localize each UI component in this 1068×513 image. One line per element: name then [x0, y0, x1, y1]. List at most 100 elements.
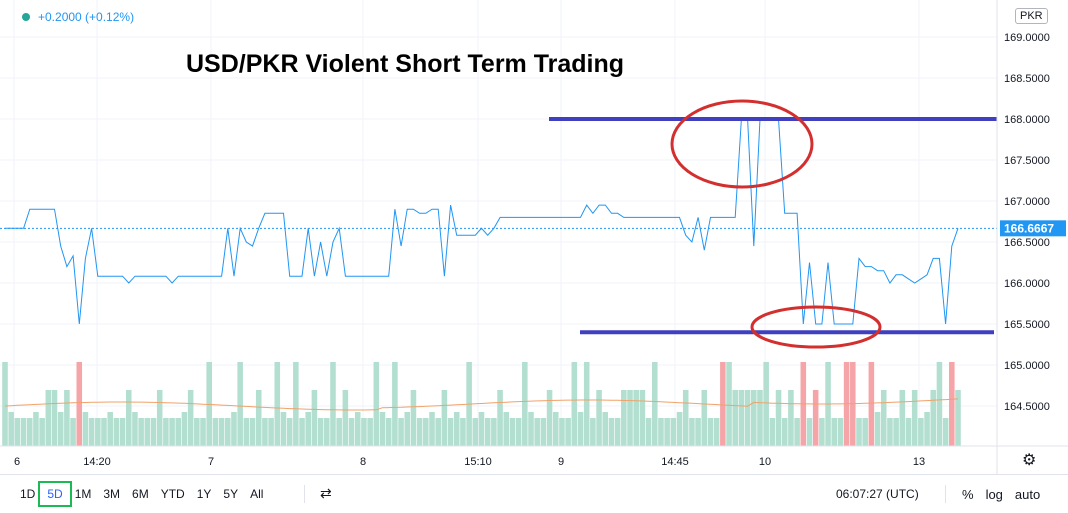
volume-bar	[930, 390, 937, 446]
volume-bar	[812, 390, 819, 446]
volume-bar	[874, 412, 881, 446]
volume-bar	[577, 412, 584, 446]
last-price-value: 166.6667	[1004, 221, 1054, 235]
range-all[interactable]: All	[250, 487, 264, 501]
time-axis[interactable]: 6 14:20 7 8 15:10 9 14:45 10 13	[14, 456, 925, 468]
x-tick-label: 15:10	[464, 456, 492, 468]
currency-label[interactable]: PKR	[1015, 8, 1048, 24]
volume-bar	[14, 418, 21, 446]
volume-bar	[726, 362, 732, 446]
volume-bar	[107, 412, 113, 446]
x-tick-label: 9	[558, 456, 564, 468]
volume-bar	[757, 390, 763, 446]
range-ytd[interactable]: YTD	[160, 487, 185, 501]
volume-bar	[435, 418, 441, 446]
volume-bar	[181, 412, 188, 446]
volume-bar	[367, 418, 373, 446]
volume-bar	[64, 390, 70, 446]
volume-bar	[392, 362, 398, 446]
volume-bar	[348, 418, 355, 446]
volume-bar	[942, 418, 949, 446]
volume-bar	[175, 418, 182, 446]
status-dot-icon	[22, 13, 30, 21]
chart-title: USD/PKR Violent Short Term Trading	[186, 50, 625, 78]
volume-bar	[552, 412, 559, 446]
volume-bar	[354, 412, 361, 446]
volume-bar	[478, 412, 485, 446]
auto-scale-button[interactable]: auto	[1014, 486, 1041, 502]
volume-bar	[194, 418, 200, 446]
volume-bar	[491, 418, 497, 446]
volume-bar	[132, 412, 138, 446]
x-tick-label: 10	[759, 456, 771, 468]
volume-bar	[497, 390, 503, 446]
volume-bar	[924, 412, 930, 446]
volume-bar	[763, 362, 769, 446]
volume-bar	[899, 390, 906, 446]
volume-bar	[45, 390, 52, 446]
clock[interactable]: 06:07:27 (UTC)	[836, 487, 919, 501]
range-5y[interactable]: 5Y	[223, 487, 239, 501]
volume-bar	[20, 418, 27, 446]
percent-scale-button[interactable]: %	[962, 486, 974, 502]
volume-bar	[880, 390, 887, 446]
range-5d[interactable]: 5D	[38, 481, 72, 507]
volume-bar	[614, 418, 621, 446]
gear-icon[interactable]: ⚙	[1022, 452, 1037, 469]
volume-bar	[39, 418, 45, 446]
volume-bar	[453, 412, 460, 446]
volume-bar	[788, 390, 794, 446]
volume-bar	[676, 412, 683, 446]
volume-bar	[57, 412, 64, 446]
volume-bar	[751, 390, 757, 446]
volume-bar	[225, 418, 231, 446]
scale-options: % log auto	[958, 475, 1044, 513]
range-1y[interactable]: 1Y	[196, 487, 212, 501]
volume-bar	[509, 418, 516, 446]
volume-bar	[682, 390, 689, 446]
volume-bar	[336, 418, 342, 446]
volume-bar	[472, 418, 479, 446]
volume-bar	[806, 418, 813, 446]
volume-moving-average-line	[4, 398, 959, 411]
range-1m[interactable]: 1M	[74, 487, 92, 501]
volume-bar	[911, 390, 918, 446]
volume-bar	[701, 390, 708, 446]
volume-bar	[200, 418, 206, 446]
log-scale-button[interactable]: log	[985, 486, 1003, 502]
volume-bar	[732, 390, 738, 446]
volume-bar	[707, 418, 714, 446]
volume-bar	[76, 362, 83, 446]
date-range-icon[interactable]: ⇄	[320, 485, 332, 501]
volume-bar	[274, 362, 281, 446]
bottom-toolbar: 1D 5D 1M 3M 6M YTD 1Y 5Y All ⇄ 06:07:27 …	[0, 474, 1068, 513]
volume-bar	[583, 362, 590, 446]
volume-bar	[150, 418, 157, 446]
volume-bar	[156, 390, 163, 446]
volume-bar	[645, 418, 652, 446]
volume-bar	[769, 418, 776, 446]
volume-bar	[639, 390, 646, 446]
y-tick-label: 169.0000	[1004, 32, 1050, 44]
x-tick-label: 13	[913, 456, 925, 468]
last-price-label: 166.6667	[1000, 220, 1066, 237]
range-1d[interactable]: 1D	[20, 487, 36, 501]
volume-bar	[330, 362, 336, 446]
volume-bar	[571, 362, 578, 446]
volume-bar	[268, 418, 274, 446]
volume-bar	[144, 418, 151, 446]
volume-bar	[305, 412, 312, 446]
price-chart[interactable]: 169.0000 168.5000 168.0000 167.5000 167.0000…	[0, 0, 1068, 474]
volume-bar	[342, 390, 349, 446]
range-3m[interactable]: 3M	[103, 487, 121, 501]
volume-bar	[689, 418, 695, 446]
y-tick-label: 166.0000	[1004, 278, 1050, 290]
volume-bar	[918, 418, 924, 446]
price-axis[interactable]: 169.0000 168.5000 168.0000 167.5000 167.0000…	[1004, 32, 1050, 413]
volume-bar	[33, 412, 39, 446]
range-6m[interactable]: 6M	[132, 487, 149, 501]
y-tick-label: 167.5000	[1004, 155, 1050, 167]
volume-bar	[373, 362, 380, 446]
volume-bar	[237, 362, 243, 446]
volume-bar	[949, 362, 955, 446]
